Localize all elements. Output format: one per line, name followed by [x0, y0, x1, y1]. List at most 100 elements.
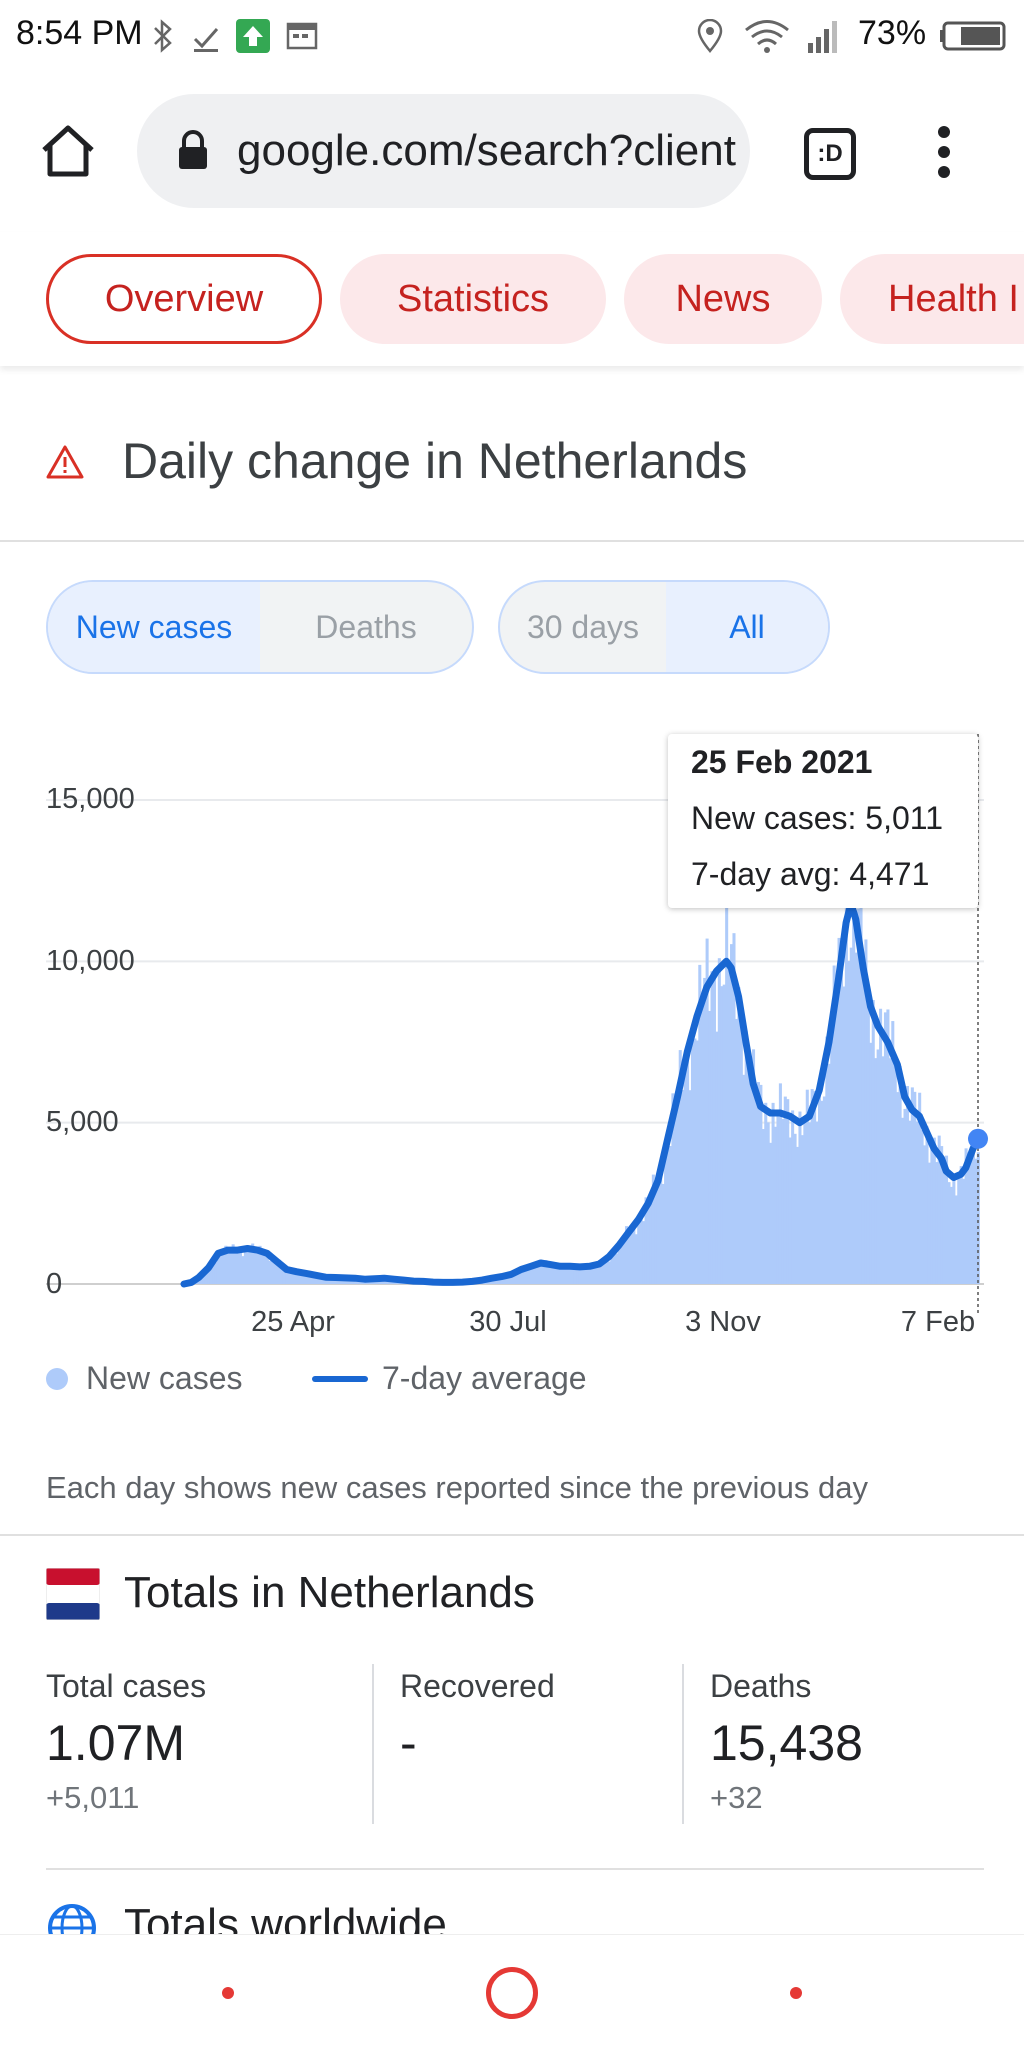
- new-cases-bar: [732, 933, 736, 1284]
- new-cases-bar: [866, 991, 870, 1284]
- new-cases-bar: [292, 1271, 296, 1284]
- new-cases-bar: [607, 1261, 611, 1284]
- new-cases-bar: [666, 1144, 670, 1284]
- new-cases-bar: [617, 1240, 621, 1284]
- new-cases-bar: [771, 1102, 775, 1284]
- new-cases-bar: [620, 1240, 624, 1284]
- download-done-icon: [192, 18, 220, 54]
- cases-chart[interactable]: [0, 720, 1024, 1360]
- new-cases-bar: [832, 965, 836, 1284]
- new-cases-bar: [517, 1268, 521, 1284]
- new-cases-bar: [265, 1254, 269, 1284]
- new-cases-bar: [769, 1142, 773, 1284]
- new-cases-bar: [940, 1146, 944, 1284]
- new-cases-bar: [888, 1058, 892, 1284]
- 30-days-toggle[interactable]: 30 days: [526, 608, 640, 645]
- new-cases-bar: [556, 1267, 560, 1284]
- new-cases-bar: [925, 1126, 929, 1284]
- new-cases-bar: [639, 1217, 643, 1284]
- calendar-icon: [286, 18, 318, 54]
- new-cases-bar: [546, 1263, 550, 1284]
- new-cases-bar: [864, 939, 868, 1284]
- wifi-icon: [744, 18, 790, 54]
- new-cases-bar: [974, 1158, 978, 1284]
- new-cases-bar: [754, 1095, 758, 1284]
- new-cases-bar: [739, 1022, 743, 1284]
- deaths-toggle[interactable]: Deaths: [315, 608, 417, 645]
- new-cases-bar: [505, 1275, 509, 1284]
- new-cases-bar: [825, 1036, 829, 1284]
- new-cases-bar: [615, 1253, 619, 1284]
- new-cases-bar: [788, 1137, 792, 1284]
- new-cases-bar: [649, 1196, 653, 1284]
- new-cases-bar: [263, 1251, 267, 1284]
- tab-overview[interactable]: Overview: [46, 254, 322, 344]
- back-dot-icon[interactable]: [222, 1987, 234, 1999]
- new-cases-bar: [273, 1260, 277, 1284]
- chart-footnote: Each day shows new cases reported since …: [46, 1470, 868, 1505]
- new-cases-bar: [280, 1265, 284, 1284]
- new-cases-bar: [268, 1260, 272, 1284]
- new-cases-bar: [221, 1255, 225, 1284]
- new-cases-bar: [307, 1274, 311, 1284]
- more-vert-icon[interactable]: [934, 124, 954, 185]
- new-cases-bar: [282, 1266, 286, 1284]
- address-bar[interactable]: google.com/search?client=ms-android: [137, 94, 750, 208]
- new-cases-bar: [849, 947, 853, 1284]
- new-cases-bar: [756, 1082, 760, 1284]
- new-cases-bar: [204, 1267, 208, 1284]
- y-tick-label: 15,000: [46, 783, 135, 815]
- tab-news[interactable]: News: [624, 254, 822, 344]
- new-cases-bar: [627, 1234, 631, 1284]
- home-icon[interactable]: [40, 124, 96, 183]
- chart-tooltip: 25 Feb 2021 New cases: 5,011 7-day avg: …: [668, 734, 978, 908]
- new-cases-bar: [559, 1266, 563, 1284]
- divider: [46, 1868, 984, 1870]
- new-cases-bar: [752, 1049, 756, 1284]
- new-cases-bar: [646, 1201, 651, 1284]
- new-cases-bar: [600, 1262, 604, 1284]
- new-cases-bar: [805, 1089, 809, 1284]
- new-cases-bar: [861, 981, 865, 1284]
- new-cases-bar: [710, 971, 714, 1284]
- new-cases-bar: [971, 1130, 975, 1284]
- new-cases-bar: [842, 986, 846, 1284]
- legend-line-icon: [312, 1375, 368, 1382]
- new-cases-bar: [632, 1222, 636, 1284]
- new-cases-bar: [314, 1276, 318, 1284]
- recovered-label: Recovered: [400, 1668, 555, 1704]
- new-cases-bar: [248, 1251, 252, 1284]
- deaths-delta: +32: [710, 1780, 763, 1815]
- tab-health[interactable]: Health I: [840, 254, 1024, 344]
- home-circle-icon[interactable]: [486, 1967, 538, 2019]
- new-cases-bar: [759, 1084, 763, 1284]
- new-cases-bar: [275, 1262, 279, 1284]
- tab-switcher-icon[interactable]: :D: [804, 128, 856, 180]
- browser-toolbar: google.com/search?client=ms-android :D: [0, 72, 1024, 232]
- new-cases-bar: [554, 1268, 558, 1284]
- signal-icon: [806, 18, 840, 54]
- all-toggle[interactable]: All: [665, 582, 828, 672]
- recents-dot-icon[interactable]: [790, 1987, 802, 1999]
- new-cases-bar: [563, 1265, 567, 1284]
- hover-point: [968, 1128, 988, 1149]
- section-title: Daily change in Netherlands: [122, 433, 748, 489]
- new-cases-bar: [852, 881, 856, 1284]
- new-cases-bar: [202, 1272, 206, 1284]
- tab-statistics[interactable]: Statistics: [340, 254, 606, 344]
- new-cases-bar: [304, 1271, 308, 1284]
- new-cases-bar: [742, 1074, 746, 1284]
- new-cases-bar: [874, 1058, 878, 1284]
- new-cases-bar: [844, 905, 848, 1284]
- new-cases-bar: [957, 1176, 961, 1284]
- battery-icon: [940, 18, 1006, 54]
- new-cases-bar: [224, 1245, 228, 1284]
- new-cases-bar: [964, 1148, 968, 1284]
- new-cases-bar: [319, 1276, 323, 1284]
- total-cases-label: Total cases: [46, 1668, 207, 1704]
- new-cases-bar: [730, 944, 734, 1284]
- new-cases-toggle[interactable]: New cases: [48, 582, 260, 672]
- new-cases-bar: [637, 1220, 641, 1284]
- new-cases-bar: [285, 1267, 289, 1284]
- new-cases-bar: [808, 1122, 812, 1284]
